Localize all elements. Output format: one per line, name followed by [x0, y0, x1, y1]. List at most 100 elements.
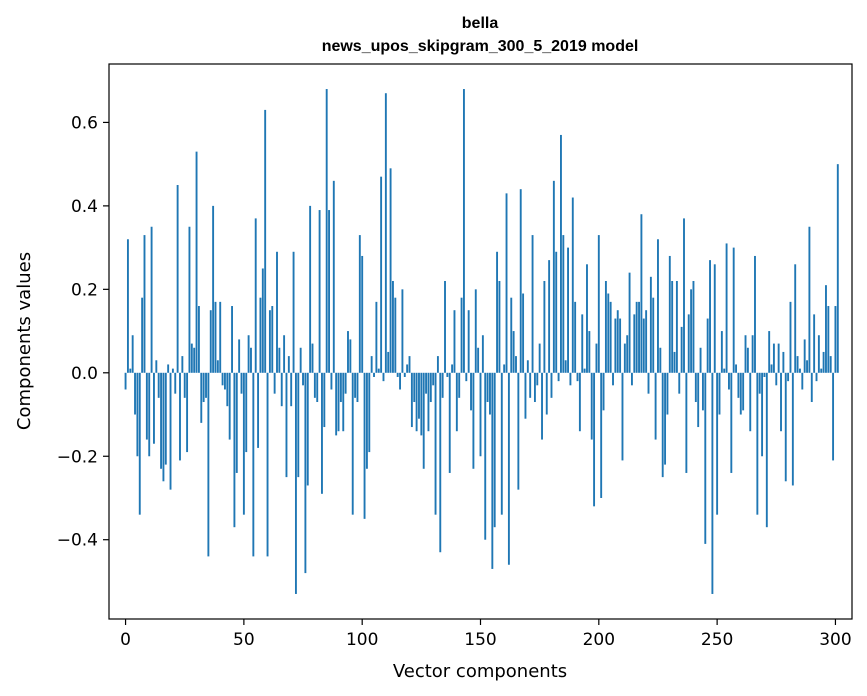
- bar: [245, 372, 248, 453]
- bar: [242, 372, 245, 515]
- bar: [460, 297, 463, 373]
- bar: [623, 343, 626, 373]
- bar: [292, 251, 295, 373]
- bar: [188, 226, 191, 373]
- bar: [777, 343, 780, 373]
- bar: [515, 356, 517, 373]
- bar: [413, 372, 416, 403]
- bar: [448, 372, 451, 473]
- bar: [825, 285, 827, 373]
- bar: [810, 372, 813, 403]
- bar: [507, 372, 510, 565]
- bar: [801, 372, 804, 390]
- bar: [129, 368, 132, 373]
- bar: [238, 339, 241, 373]
- bar: [190, 343, 193, 373]
- bar: [649, 276, 652, 373]
- bar: [235, 372, 238, 473]
- bar: [418, 372, 420, 419]
- bar: [294, 372, 297, 594]
- bar: [252, 372, 255, 557]
- bar: [216, 360, 219, 373]
- bar: [183, 372, 186, 398]
- bar: [124, 372, 127, 390]
- bar: [685, 372, 688, 473]
- bar: [472, 372, 475, 469]
- bar: [604, 280, 607, 373]
- bar: [614, 318, 617, 373]
- bar: [335, 372, 338, 436]
- bar: [803, 339, 806, 373]
- bar: [635, 301, 638, 373]
- bar: [299, 347, 302, 373]
- bar: [782, 351, 785, 373]
- bar: [588, 331, 591, 373]
- bar: [496, 251, 499, 373]
- bar: [732, 247, 735, 373]
- bar: [380, 176, 383, 373]
- bar: [212, 205, 215, 373]
- bar: [602, 372, 605, 411]
- bar: [522, 293, 525, 373]
- bar: [240, 372, 243, 394]
- bar: [368, 372, 371, 453]
- bar: [510, 297, 513, 373]
- bar: [134, 372, 136, 415]
- bar: [612, 372, 614, 386]
- bar: [479, 372, 482, 457]
- bar: [394, 297, 397, 373]
- bar: [832, 372, 835, 461]
- bar: [330, 372, 333, 390]
- bar: [131, 335, 134, 373]
- bar: [276, 251, 278, 373]
- bar: [410, 372, 413, 428]
- bar: [403, 372, 406, 377]
- bar: [765, 372, 768, 528]
- bar: [153, 372, 155, 444]
- bar: [709, 260, 711, 373]
- bar: [576, 372, 579, 382]
- chart-title: bella: [462, 15, 499, 32]
- bar: [138, 372, 141, 515]
- bar: [493, 372, 496, 528]
- bar: [458, 372, 461, 398]
- bar: [193, 347, 196, 373]
- bar: [557, 372, 560, 382]
- bar: [477, 347, 480, 373]
- bar: [221, 372, 224, 386]
- bar: [441, 372, 444, 398]
- y-tick-label: 0.0: [71, 364, 98, 384]
- bar: [325, 89, 328, 373]
- bar: [829, 356, 832, 373]
- bar: [351, 372, 354, 515]
- bar: [638, 301, 640, 373]
- bar: [550, 372, 553, 398]
- bar: [718, 372, 721, 415]
- bar: [126, 239, 129, 373]
- bar: [668, 255, 671, 373]
- bar: [219, 301, 222, 373]
- bar: [465, 372, 468, 382]
- bar: [659, 347, 662, 373]
- bar: [268, 310, 271, 373]
- bar: [597, 235, 600, 373]
- bar: [694, 372, 697, 403]
- bar: [789, 301, 792, 373]
- bar: [770, 364, 773, 373]
- bar: [429, 372, 432, 403]
- bar: [626, 335, 629, 373]
- bar: [647, 372, 650, 394]
- bar: [233, 372, 236, 528]
- bar: [633, 314, 636, 373]
- bar: [339, 372, 342, 403]
- bar: [207, 372, 210, 557]
- bar: [735, 364, 738, 373]
- bar: [560, 134, 562, 373]
- bar: [179, 372, 181, 461]
- bar: [704, 372, 707, 544]
- bar: [640, 214, 643, 373]
- bar: [666, 372, 669, 415]
- bar: [396, 372, 399, 377]
- bar: [377, 368, 380, 373]
- bar: [763, 372, 766, 377]
